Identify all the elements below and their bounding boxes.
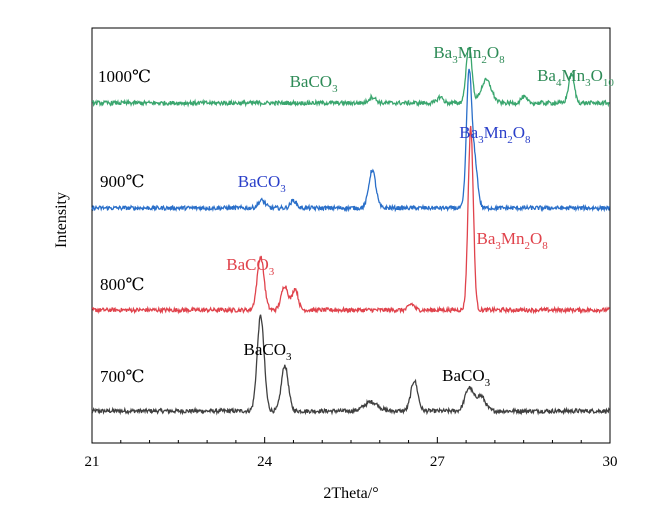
- phase-label: Ba3Mn2O8: [459, 123, 531, 146]
- x-axis-title: 2Theta/°: [323, 485, 378, 502]
- series-line: [91, 314, 610, 416]
- x-tick-label: 21: [85, 454, 100, 470]
- x-tick-label: 24: [257, 454, 273, 470]
- phase-label: BaCO3: [226, 255, 275, 278]
- phase-label: Ba3Mn2O8: [433, 43, 505, 66]
- x-axis-ticks: [91, 437, 611, 443]
- series-line: [91, 68, 611, 213]
- x-tick-labels: 21 24 27 30: [85, 454, 618, 470]
- phase-label: Ba3Mn2O8: [477, 229, 549, 252]
- phase-label: BaCO3: [442, 366, 491, 389]
- series-line: [91, 46, 610, 108]
- series-line: [91, 125, 610, 315]
- series-label: 800℃: [100, 275, 145, 294]
- phase-label: Ba4Mn3O10: [537, 66, 614, 89]
- series-layer: [91, 46, 611, 416]
- series-label: 700℃: [100, 367, 145, 386]
- series-labels: 700℃ 800℃ 900℃ 1000℃: [98, 67, 151, 386]
- series-label: 900℃: [100, 172, 145, 191]
- phase-annotations: BaCO3 Ba3Mn2O8 Ba4Mn3O10 BaCO3 Ba3Mn2O8 BaCO3…: [226, 43, 614, 389]
- phase-label: BaCO3: [290, 72, 339, 95]
- phase-label: BaCO3: [238, 172, 287, 195]
- y-axis-title: Intensity: [53, 192, 70, 248]
- series-label: 1000℃: [98, 67, 151, 86]
- x-tick-label: 27: [430, 454, 446, 470]
- phase-label: BaCO3: [244, 340, 293, 363]
- x-tick-label: 30: [603, 454, 618, 470]
